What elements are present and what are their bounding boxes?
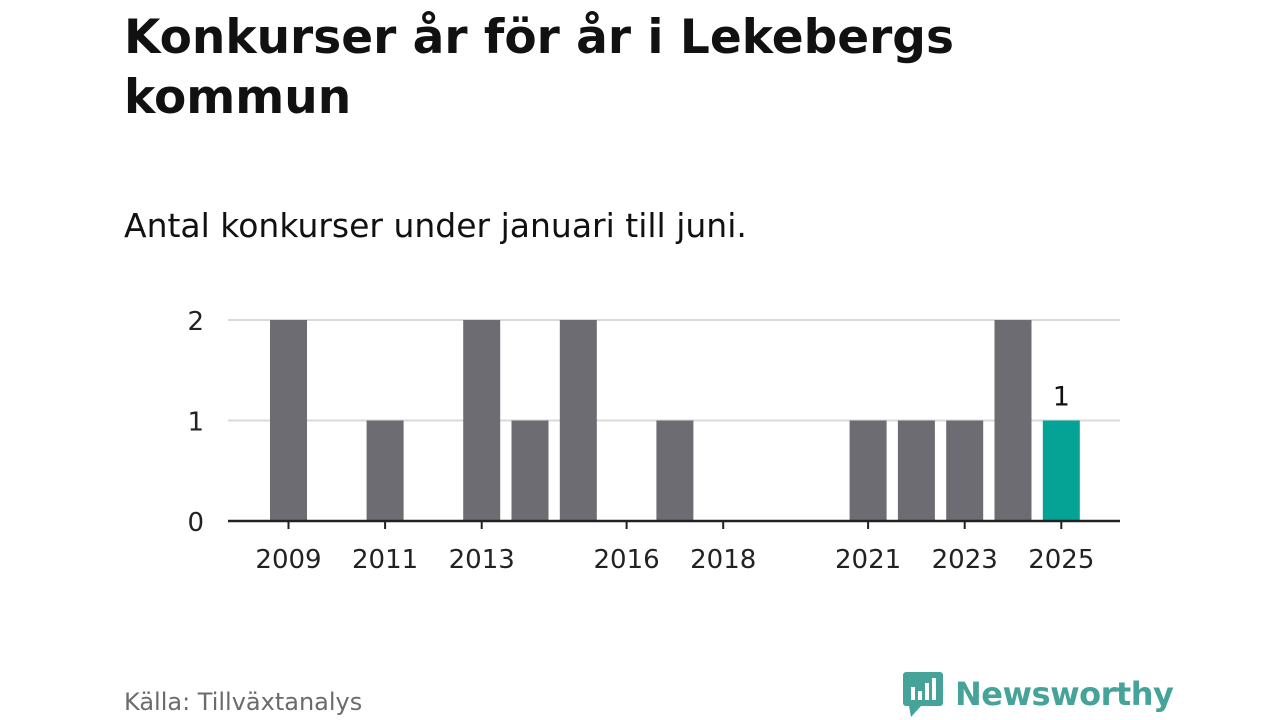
bar-2017 xyxy=(656,420,694,521)
brand-name: Newsworthy xyxy=(955,675,1174,713)
bar-2014 xyxy=(511,420,549,521)
x-tick-label-2025: 2025 xyxy=(1028,545,1094,575)
x-tick-label-2013: 2013 xyxy=(449,545,515,575)
bar-2021 xyxy=(849,420,887,521)
chart-subtitle: Antal konkurser under januari till juni. xyxy=(124,206,747,245)
bar-chart: 0 1 2 2009 2011 2013 2016 2018 2021 2023 2025 1 xyxy=(187,307,1120,575)
x-tick-label-2023: 2023 xyxy=(932,545,998,575)
data-label-2025: 1 xyxy=(1053,382,1070,413)
grid-lines xyxy=(228,319,1120,422)
bar-2015 xyxy=(559,320,597,521)
bar-2009 xyxy=(270,320,307,521)
x-tick-label-2011: 2011 xyxy=(352,545,418,575)
y-tick-label-0: 0 xyxy=(187,508,204,538)
x-tick-label-2016: 2016 xyxy=(594,545,660,575)
axes xyxy=(228,519,1120,529)
x-tick-label-2009: 2009 xyxy=(255,545,321,575)
x-tick-label-2018: 2018 xyxy=(690,545,756,575)
brand: Newsworthy xyxy=(903,670,1174,718)
chart-title: Konkurser år för år i Lekebergs kommun xyxy=(124,10,954,125)
bar-2013 xyxy=(463,320,501,521)
x-tick-label-2021: 2021 xyxy=(835,545,901,575)
bar-2025 xyxy=(1042,420,1080,521)
y-tick-label-1: 1 xyxy=(187,408,204,438)
source-note: Källa: Tillväxtanalys xyxy=(124,688,363,716)
bar-2023 xyxy=(946,420,984,521)
bar-2011 xyxy=(366,420,404,521)
bar-2022 xyxy=(897,420,935,521)
bar-2024 xyxy=(994,320,1032,521)
labels: 0 1 2 2009 2011 2013 2016 2018 2021 2023 2025 1 xyxy=(187,307,1094,575)
newsworthy-logo-icon xyxy=(903,672,943,717)
y-tick-label-2: 2 xyxy=(187,307,204,337)
bars xyxy=(270,320,1080,521)
